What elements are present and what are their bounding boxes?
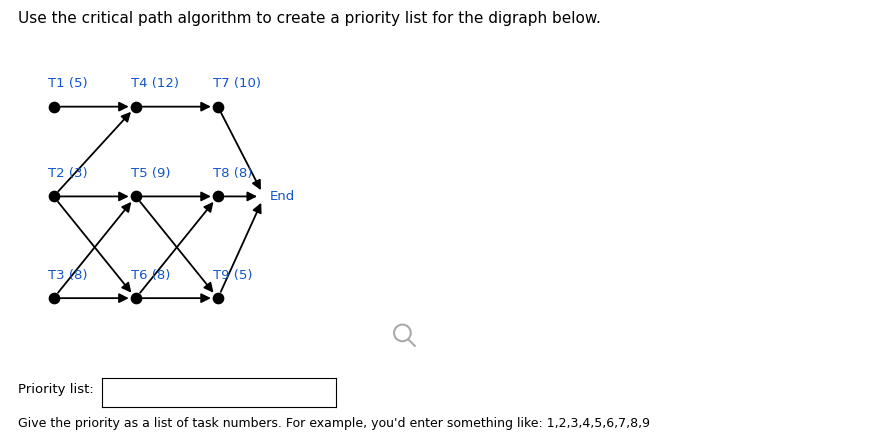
- Point: [47, 193, 61, 200]
- Point: [47, 103, 61, 110]
- Text: T9 (5): T9 (5): [212, 269, 252, 282]
- Text: T8 (8): T8 (8): [212, 167, 252, 180]
- Point: [128, 193, 142, 200]
- Point: [211, 103, 225, 110]
- Text: Give the priority as a list of task numbers. For example, you'd enter something : Give the priority as a list of task numb…: [18, 417, 650, 430]
- Text: T3 (8): T3 (8): [49, 269, 88, 282]
- Text: T7 (10): T7 (10): [212, 77, 261, 90]
- Point: [128, 103, 142, 110]
- Text: End: End: [270, 190, 296, 203]
- Point: [211, 295, 225, 302]
- Text: T2 (3): T2 (3): [49, 167, 88, 180]
- Text: T6 (8): T6 (8): [131, 269, 170, 282]
- Text: T4 (12): T4 (12): [131, 77, 179, 90]
- Text: Priority list:: Priority list:: [18, 383, 94, 396]
- Point: [47, 295, 61, 302]
- Text: T1 (5): T1 (5): [49, 77, 88, 90]
- Point: [128, 295, 142, 302]
- Text: T5 (9): T5 (9): [131, 167, 170, 180]
- Text: Use the critical path algorithm to create a priority list for the digraph below.: Use the critical path algorithm to creat…: [18, 11, 601, 26]
- Point: [211, 193, 225, 200]
